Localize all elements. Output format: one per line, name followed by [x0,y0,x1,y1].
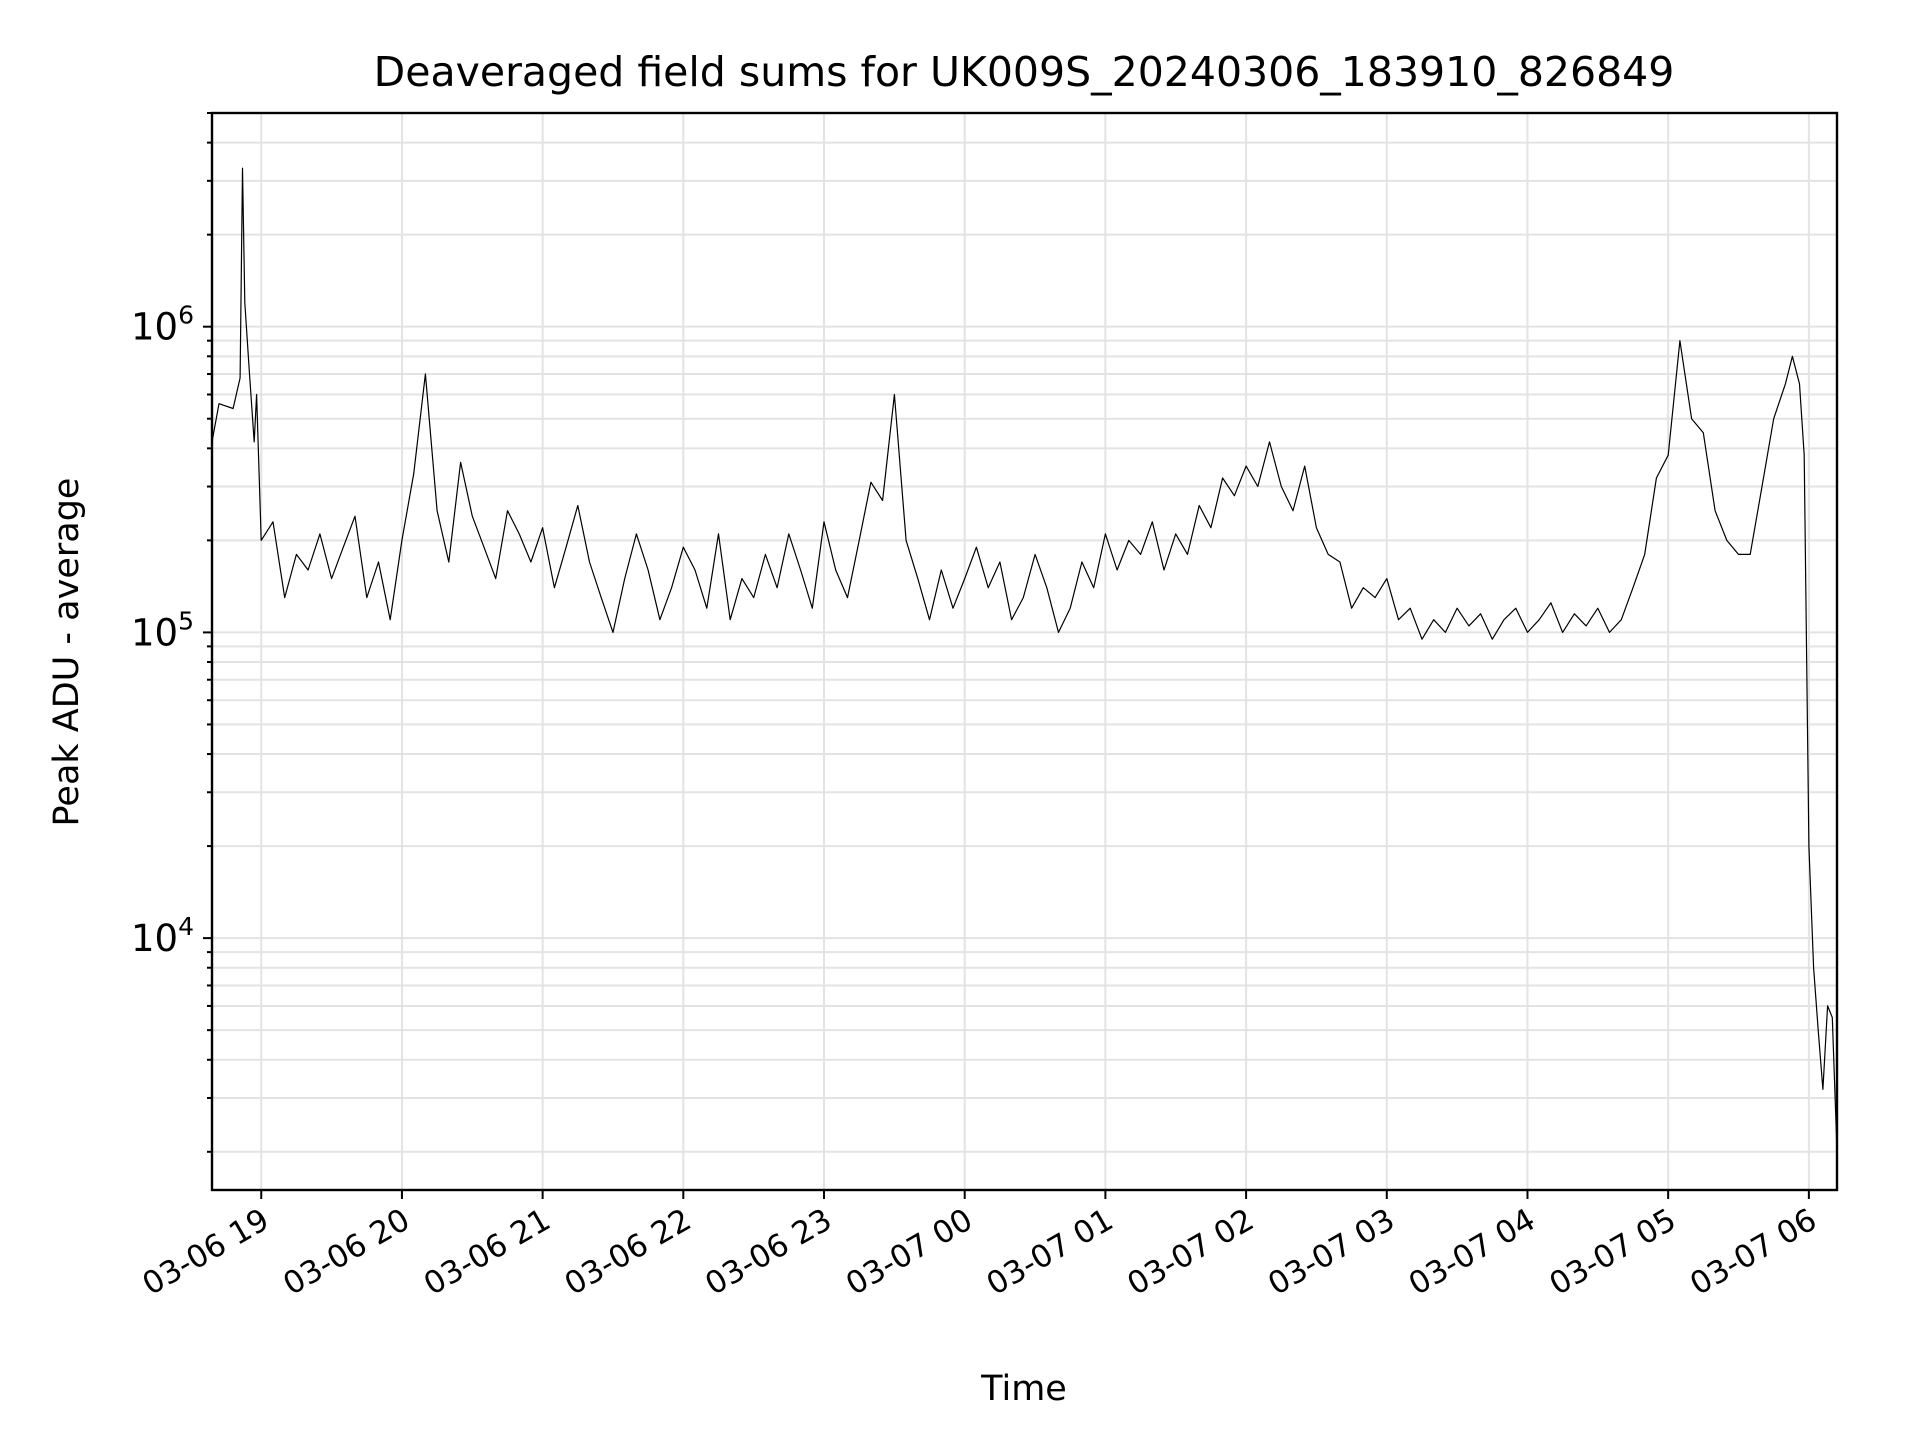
x-tick-label: 03-06 23 [699,1202,838,1303]
x-tick-label: 03-06 19 [137,1202,276,1303]
series-line [211,167,1838,1152]
y-axis-ticks: 104 105 106 [131,112,212,1153]
x-tick-label: 03-06 22 [559,1202,698,1303]
x-axis-label: Time [980,1369,1067,1409]
y-tick-label: 106 [131,301,194,349]
x-tick-label: 03-06 21 [418,1202,557,1303]
x-tick-label: 03-06 20 [277,1202,416,1303]
x-axis-ticks: 03-06 19 03-06 20 03-06 21 03-06 22 03-06 23… [137,1190,1823,1303]
x-tick-label: 03-07 00 [840,1202,979,1303]
x-tick-label: 03-07 02 [1121,1202,1260,1303]
x-tick-label: 03-07 03 [1262,1202,1401,1303]
y-tick-label: 104 [131,912,194,960]
x-tick-label: 03-07 04 [1403,1202,1542,1303]
x-tick-label: 03-07 01 [981,1202,1120,1303]
x-tick-label: 03-07 06 [1684,1202,1823,1303]
x-tick-label: 03-07 05 [1543,1202,1682,1303]
chart-title: Deaveraged field sums for UK009S_2024030… [374,48,1675,96]
plot-frame [210,111,1839,1192]
y-tick-label: 105 [131,606,194,654]
series-layer [211,167,1838,1152]
grid [212,112,1837,1190]
y-axis-label: Peak ADU - average [47,478,87,827]
